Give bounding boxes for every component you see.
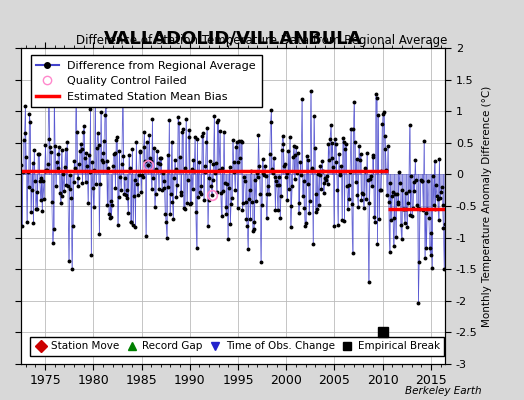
Text: Difference of Station Temperature Data from Regional Average: Difference of Station Temperature Data f… bbox=[77, 34, 447, 47]
Title: VALLADOLID/VILLANBULA: VALLADOLID/VILLANBULA bbox=[104, 30, 363, 48]
Text: Berkeley Earth: Berkeley Earth bbox=[406, 386, 482, 396]
Y-axis label: Monthly Temperature Anomaly Difference (°C): Monthly Temperature Anomaly Difference (… bbox=[482, 85, 492, 327]
Legend: Station Move, Record Gap, Time of Obs. Change, Empirical Break: Station Move, Record Gap, Time of Obs. C… bbox=[30, 337, 444, 356]
